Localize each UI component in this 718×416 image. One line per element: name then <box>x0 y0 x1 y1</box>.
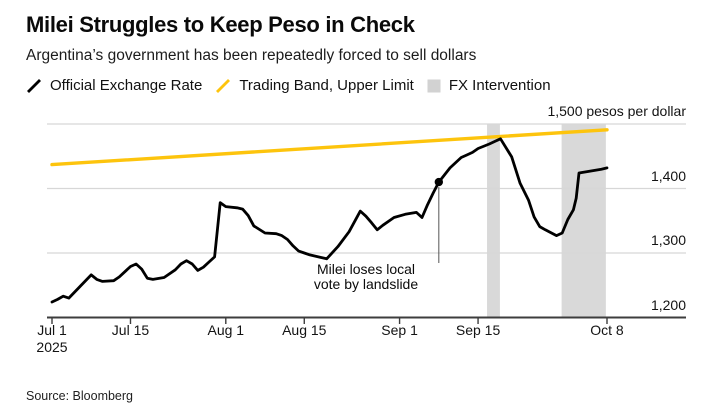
chart-legend: Official Exchange Rate Trading Band, Upp… <box>26 77 698 94</box>
x-axis-label: Sep 1 <box>355 322 445 339</box>
black-line-icon <box>27 78 41 93</box>
x-axis-label: Oct 8 <box>562 322 652 339</box>
x-axis-label: Jul 15 <box>85 322 175 339</box>
y-axis-label: 1,200 <box>650 296 686 313</box>
y-axis-label: 1,400 <box>650 167 686 184</box>
chart-subtitle: Argentina’s government has been repeated… <box>26 47 477 65</box>
x-tick-text: Sep 1 <box>381 322 418 338</box>
chart-title: Milei Struggles to Keep Peso in Check <box>26 12 415 37</box>
legend-item-fx-intervention: FX Intervention <box>427 77 551 94</box>
gray-area-icon <box>427 79 441 93</box>
yellow-line-icon <box>216 78 231 93</box>
trading-band-line <box>50 128 609 167</box>
gray-area-glyph <box>427 79 441 93</box>
annotation-text-line: vote by landslide <box>313 276 419 293</box>
chart-header: Milei Struggles to Keep Peso in Check Ar… <box>26 12 698 94</box>
x-axis-label: Aug 1 <box>181 322 271 339</box>
x-tick-text: Oct 8 <box>590 322 624 338</box>
legend-label: Trading Band, Upper Limit <box>239 77 414 95</box>
x-tick-text: Aug 1 <box>207 322 245 338</box>
x-axis-label: Jul 1 2025 <box>7 322 97 355</box>
fx-intervention-band <box>561 124 606 317</box>
x-tick-year: 2025 <box>36 338 68 355</box>
legend-label: FX Intervention <box>448 77 551 95</box>
x-axis-label: Sep 15 <box>433 322 523 339</box>
legend-item-trading-band: Trading Band, Upper Limit <box>215 77 414 94</box>
x-tick-text: Aug 15 <box>282 322 327 338</box>
x-axis-label: Aug 15 <box>259 322 349 339</box>
y-axis-label: 1,500 pesos per dollar <box>547 103 686 119</box>
official-exchange-rate-line <box>50 137 609 304</box>
legend-item-official-exchange-rate: Official Exchange Rate <box>26 77 202 94</box>
y-axis-label: 1,300 <box>650 232 686 248</box>
x-tick-text: Jul 15 <box>111 322 150 338</box>
black-line-glyph <box>27 78 41 93</box>
yellow-line-glyph <box>216 78 231 93</box>
annotation-text: Milei loses local vote by landslide <box>295 261 437 293</box>
legend-label: Official Exchange Rate <box>50 77 203 95</box>
annotation-text-line: Milei loses local <box>316 261 416 277</box>
fx-intervention-band <box>487 124 500 317</box>
source-credit: Source: Bloomberg <box>26 389 134 403</box>
annotation-dot <box>434 177 444 187</box>
x-tick-text: Sep 15 <box>455 322 501 338</box>
x-tick-text: Jul 1 <box>37 322 67 338</box>
